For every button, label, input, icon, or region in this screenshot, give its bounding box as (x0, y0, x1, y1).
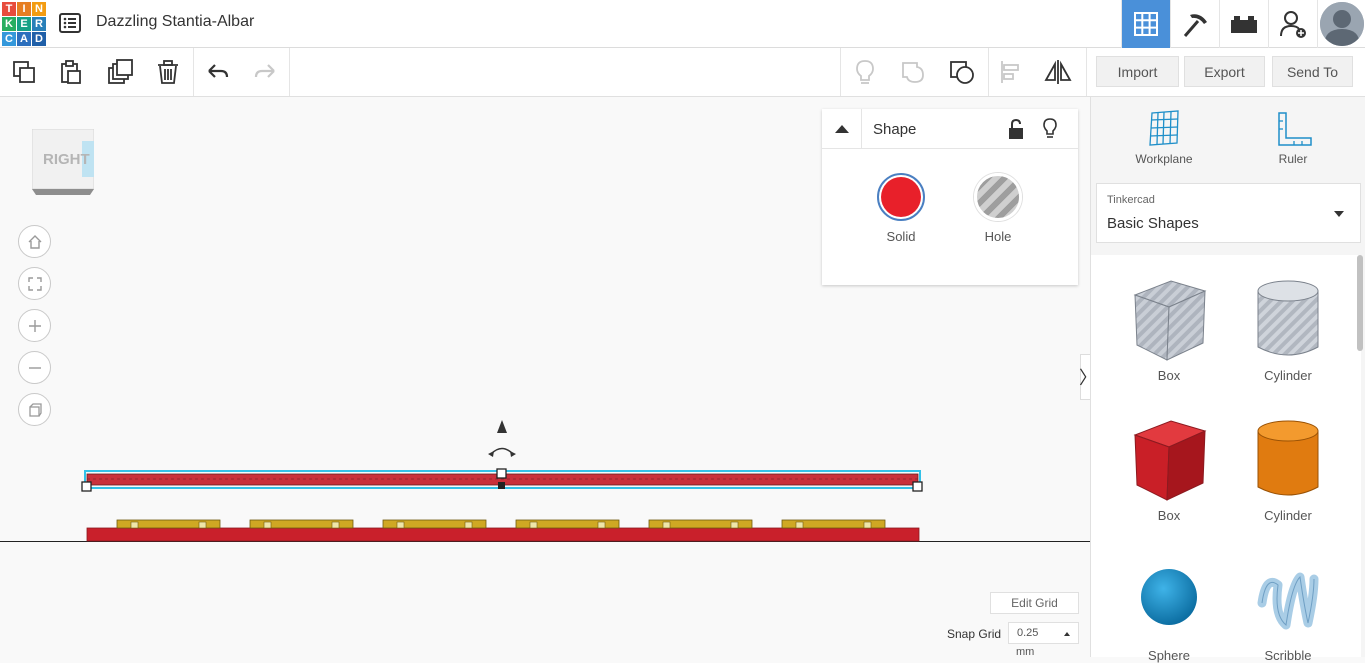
logo-letter: R (32, 17, 46, 31)
shape-cylinder[interactable]: Cylinder (1233, 415, 1343, 523)
undo-icon[interactable] (203, 57, 233, 87)
solid-option[interactable]: Solid (871, 173, 931, 244)
shape-label: Box (1157, 508, 1181, 523)
fit-view-icon[interactable] (18, 267, 51, 300)
snap-grid-label: Snap Grid (947, 627, 1002, 641)
shape-label: Scribble (1264, 648, 1312, 663)
paste-icon[interactable] (56, 57, 86, 87)
rotate-arrow (490, 447, 514, 455)
duplicate-icon[interactable] (105, 57, 135, 87)
cylinder-icon (1257, 420, 1319, 496)
3d-view-grid-icon[interactable] (1121, 0, 1170, 48)
hole-swatch[interactable] (974, 173, 1022, 221)
cylinder-hole-icon (1257, 280, 1319, 356)
import-button[interactable]: Import (1096, 56, 1179, 87)
shape-box[interactable]: Box (1114, 415, 1224, 523)
shape-inspector-panel: Shape Solid Hole (822, 109, 1078, 285)
view-cube[interactable]: RIGHT (31, 128, 95, 195)
zoom-out-icon[interactable] (18, 351, 51, 384)
logo-letter: I (17, 2, 31, 16)
library-name: Basic Shapes (1107, 215, 1199, 232)
align-icon[interactable] (996, 57, 1026, 87)
snap-grid-value: 0.25 (1017, 627, 1039, 639)
shapes-library-panel: Workplane Ruler Tinkercad Basic Shapes B… (1090, 97, 1365, 663)
add-user-icon[interactable] (1268, 0, 1317, 48)
shape-label: Sphere (1148, 648, 1190, 663)
shape-library-dropdown[interactable]: Tinkercad Basic Shapes (1096, 183, 1361, 243)
logo-letter: K (2, 17, 16, 31)
logo-letter: N (32, 2, 46, 16)
user-avatar[interactable] (1317, 0, 1365, 48)
logo-letter: T (2, 2, 16, 16)
workplane-icon (1149, 110, 1179, 146)
shape-cylinder-hole[interactable]: Cylinder (1233, 275, 1343, 383)
edit-grid-button[interactable]: Edit Grid (990, 592, 1079, 614)
edit-toolbar: Import Export Send To (0, 48, 1365, 97)
pickaxe-icon[interactable] (1170, 0, 1219, 48)
send-to-button[interactable]: Send To (1272, 56, 1353, 87)
shape-sphere[interactable]: Sphere (1114, 555, 1224, 663)
redo-icon[interactable] (250, 57, 280, 87)
logo-letter: C (2, 32, 16, 46)
workplane-label: Workplane (1135, 152, 1193, 166)
shape-box-hole[interactable]: Box (1114, 275, 1224, 383)
hole-label: Hole (984, 229, 1012, 244)
shape-scribble[interactable]: Scribble (1233, 555, 1343, 663)
shapes-grid: Box Cylinder Box Cylind (1091, 255, 1361, 663)
design-scene (0, 420, 1090, 542)
document-title[interactable]: Dazzling Stantia-Albar (96, 13, 255, 30)
shapes-scrollbar[interactable] (1357, 255, 1363, 351)
scribble-icon (1257, 572, 1319, 630)
ungroup-icon[interactable] (947, 57, 977, 87)
chevron-down-icon (1334, 211, 1344, 217)
shape-label: Cylinder (1264, 508, 1312, 523)
ruler-label: Ruler (1278, 152, 1308, 166)
sphere-icon (1141, 569, 1197, 625)
lift-arrow (497, 420, 507, 433)
view-cube-face-label: RIGHT (43, 151, 90, 168)
bricks-icon[interactable] (1219, 0, 1268, 48)
caret-up-icon (1064, 632, 1070, 636)
workplane-tool[interactable]: Workplane (1124, 109, 1204, 166)
delete-icon[interactable] (153, 57, 183, 87)
logo-letter: E (17, 17, 31, 31)
home-view-icon[interactable] (18, 225, 51, 258)
hole-option[interactable]: Hole (968, 173, 1028, 244)
snap-grid-select[interactable]: 0.25 (1008, 622, 1079, 644)
yellow-blocks (116, 519, 886, 529)
box-hole-icon (1133, 280, 1207, 361)
logo-letter: D (32, 32, 46, 46)
zoom-in-icon[interactable] (18, 309, 51, 342)
base-bar (86, 527, 920, 542)
solid-swatch[interactable] (877, 173, 925, 221)
ruler-icon (1278, 112, 1312, 146)
show-hidden-bulb-icon[interactable] (850, 57, 880, 87)
box-icon (1133, 420, 1207, 501)
solid-label: Solid (886, 229, 916, 244)
design-list-icon[interactable] (58, 11, 82, 35)
shape-panel-title: Shape (873, 121, 917, 138)
shape-label: Cylinder (1264, 368, 1312, 383)
logo-letter: A (17, 32, 31, 46)
mirror-icon[interactable] (1043, 57, 1073, 87)
hide-bulb-icon[interactable] (1042, 117, 1058, 144)
snap-grid-unit: mm (1016, 646, 1035, 658)
workplane-canvas[interactable]: RIGHT (0, 97, 1090, 657)
ruler-tool[interactable]: Ruler (1253, 109, 1333, 166)
copy-icon[interactable] (9, 57, 39, 87)
resize-handles (81, 468, 923, 492)
ortho-view-icon[interactable] (18, 393, 51, 426)
lock-icon[interactable] (1007, 118, 1025, 145)
shape-label: Box (1157, 368, 1181, 383)
collapse-panel-button[interactable] (822, 109, 862, 149)
export-button[interactable]: Export (1184, 56, 1265, 87)
group-icon[interactable] (898, 57, 928, 87)
library-category: Tinkercad (1107, 194, 1155, 206)
